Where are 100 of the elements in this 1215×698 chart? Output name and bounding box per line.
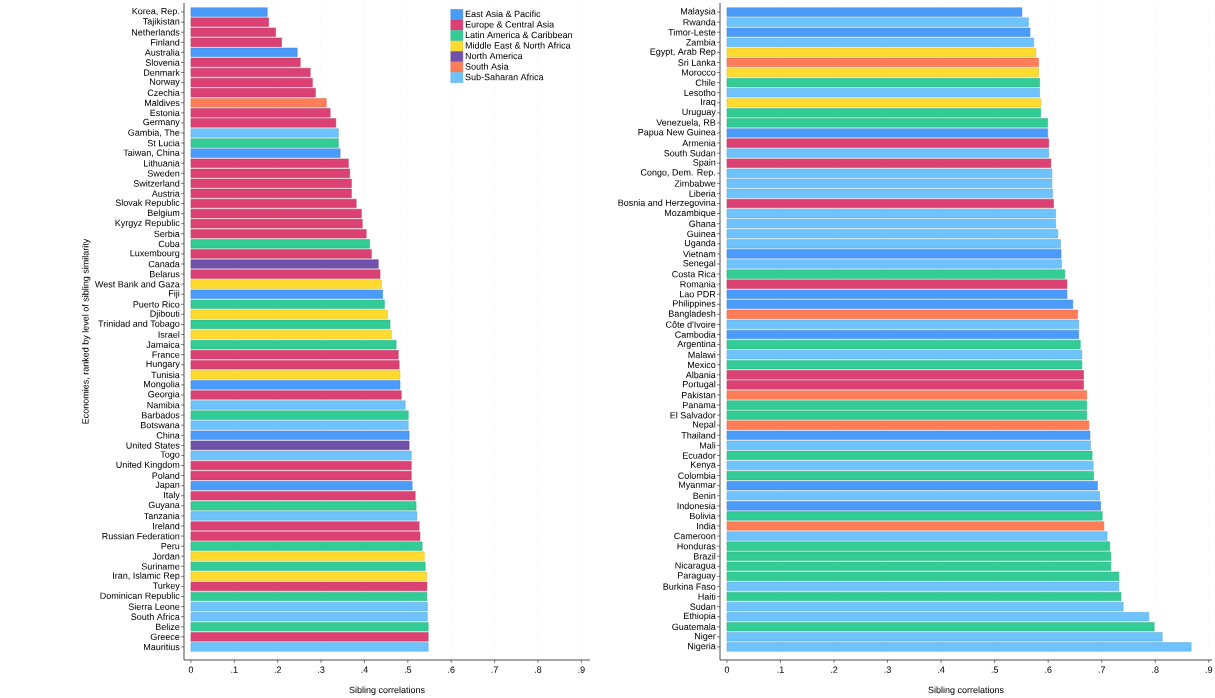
- bar: [190, 491, 416, 501]
- legend-label: North America: [465, 52, 523, 60]
- bar: [190, 138, 339, 148]
- y-tick-label: United States: [126, 442, 180, 449]
- y-tick-label: Australia: [144, 49, 180, 56]
- y-tick-label: Denmark: [144, 69, 180, 76]
- y-tick-label: Chile: [695, 79, 716, 86]
- x-tick-label: .6: [448, 666, 455, 673]
- bar: [190, 551, 425, 561]
- bar: [190, 511, 418, 521]
- y-tick-label: Mexico: [688, 361, 716, 369]
- y-tick-label: Kenya: [691, 461, 716, 470]
- bar: [726, 622, 1155, 632]
- bar: [726, 259, 1062, 269]
- y-tick-label: Sierra Leone: [128, 603, 180, 610]
- bar: [726, 37, 1034, 47]
- y-tick-label: Congo, Dem. Rep.: [640, 169, 715, 178]
- y-tick-label: St Lucia: [147, 139, 180, 147]
- y-tick-label: Egypt, Arab Rep: [650, 48, 716, 57]
- y-tick-label: Benin: [693, 492, 716, 500]
- y-axis-title: Economies, ranked by level of sibling similarity: [82, 238, 91, 424]
- y-tick-label: Lithuania: [144, 159, 180, 167]
- y-tick-label: Pakistan: [682, 391, 716, 399]
- bar: [190, 370, 401, 380]
- y-tick-label: Poland: [152, 472, 180, 479]
- legend-label: Europe & Central Asia: [465, 21, 555, 30]
- y-tick-label: Costa Rica: [672, 270, 716, 278]
- y-tick-label: South Sudan: [664, 149, 716, 157]
- y-tick-label: Guatemala: [672, 623, 716, 631]
- bar: [726, 420, 1090, 430]
- y-tick-label: Papua New Guinea: [638, 128, 716, 138]
- x-tick-label: .6: [1045, 666, 1052, 673]
- y-tick-label: Ecuador: [683, 452, 716, 459]
- y-tick-label: France: [152, 351, 180, 358]
- y-tick-label: Nepal: [693, 421, 716, 430]
- y-tick-label: Guyana: [148, 501, 180, 510]
- y-tick-label: Tanzania: [143, 512, 180, 520]
- y-tick-label: Sri Lanka: [678, 59, 716, 66]
- y-tick-label: Turkey: [152, 582, 180, 591]
- x-tick-label: .5: [404, 666, 412, 673]
- y-tick-label: Thailand: [681, 431, 716, 439]
- y-tick-label: Bosnia and Herzegovina: [618, 199, 716, 208]
- y-tick-label: Guinea: [687, 230, 716, 238]
- y-tick-label: United Kingdom: [116, 461, 180, 470]
- y-tick-label: Taiwan, China: [123, 149, 180, 157]
- y-tick-label: Sudan: [690, 603, 716, 610]
- y-tick-label: Russian Federation: [102, 532, 180, 540]
- y-tick-label: Colombia: [678, 472, 716, 479]
- bar: [190, 259, 379, 269]
- y-tick-label: Tajikistan: [143, 17, 180, 27]
- y-tick-label: Norway: [150, 78, 180, 87]
- x-tick-label: .5: [991, 666, 999, 673]
- bar: [726, 390, 1087, 400]
- y-tick-label: Serbia: [154, 230, 180, 238]
- x-tick-label: .4: [938, 666, 945, 673]
- y-tick-label: Nicaragua: [675, 562, 716, 571]
- bar: [190, 128, 339, 138]
- bar: [726, 309, 1078, 319]
- bar: [726, 440, 1091, 450]
- bar: [726, 591, 1122, 602]
- y-tick-label: Sweden: [147, 169, 180, 177]
- bar: [190, 380, 401, 390]
- y-tick-label: India: [697, 522, 716, 530]
- y-tick-label: Japan: [155, 481, 180, 490]
- y-tick-label: Venezuela, RB: [656, 119, 716, 127]
- y-tick-label: Burkina Faso: [663, 583, 716, 590]
- x-tick-label: .4: [361, 666, 368, 673]
- y-tick-label: Italy: [164, 491, 180, 500]
- bar: [190, 642, 429, 652]
- y-tick-label: Vietnam: [683, 250, 716, 258]
- bar: [190, 561, 426, 571]
- bar: [190, 249, 372, 259]
- y-tick-label: Belgium: [148, 209, 180, 218]
- bar: [190, 430, 410, 440]
- x-tick-label: .3: [318, 666, 325, 673]
- bar: [726, 128, 1048, 138]
- y-tick-label: Peru: [161, 542, 180, 550]
- y-tick-label: Ireland: [153, 522, 180, 530]
- bar: [190, 47, 298, 57]
- bar: [190, 148, 341, 158]
- y-tick-label: Senegal: [683, 259, 716, 269]
- y-tick-label: Bangladesh: [669, 310, 716, 319]
- y-tick-label: Belarus: [150, 270, 180, 278]
- bar: [190, 632, 429, 642]
- bar: [190, 440, 410, 450]
- y-tick-label: Luxembourg: [130, 249, 180, 259]
- x-axis-title: Sibling correlations: [928, 686, 1004, 695]
- x-tick-label: .3: [884, 666, 891, 673]
- bar: [190, 319, 391, 330]
- bar: [190, 7, 268, 17]
- y-tick-label: Germany: [143, 118, 180, 127]
- y-tick-label: Zimbabwe: [674, 180, 716, 187]
- y-tick-label: Austria: [151, 190, 180, 197]
- bar: [190, 591, 428, 602]
- y-tick-label: Slovenia: [145, 59, 180, 66]
- y-tick-label: Honduras: [677, 542, 716, 550]
- bar: [190, 340, 397, 350]
- y-tick-label: Estonia: [150, 109, 180, 117]
- y-tick-label: Rwanda: [683, 18, 716, 26]
- y-tick-label: Cameroon: [674, 532, 716, 540]
